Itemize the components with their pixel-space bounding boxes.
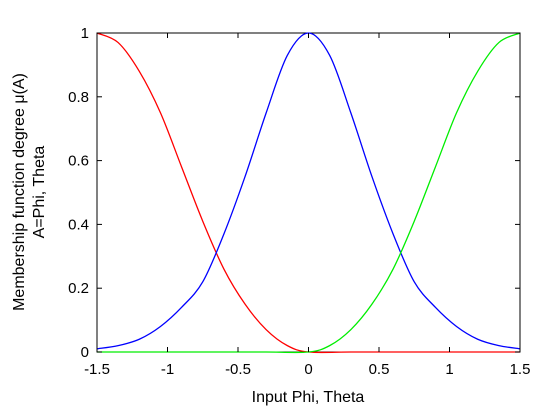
y-tick-label: 0.4 xyxy=(68,216,89,233)
tick-layer: -1.5 -1 -0.5 0 0.5 1 1.5 0 0.2 0.4 0.6 0.8 1 xyxy=(68,25,530,378)
y-tick-label: 1 xyxy=(81,25,89,42)
x-tick-label: -1 xyxy=(161,361,174,378)
series-green-line xyxy=(96,32,521,354)
x-tick-label: -0.5 xyxy=(225,361,251,378)
x-tick-label: -1.5 xyxy=(84,361,110,378)
x-axis-label: Input Phi, Theta xyxy=(252,389,365,406)
y-tick-label: 0.8 xyxy=(68,89,89,106)
y-tick-label: 0 xyxy=(81,344,89,361)
plot-area xyxy=(96,32,521,353)
x-tick-label: 1 xyxy=(445,361,453,378)
series-red-line xyxy=(96,32,520,354)
y-tick-label: 0.6 xyxy=(68,153,89,170)
x-tick-label: 0.5 xyxy=(369,361,390,378)
x-tick-label: 0 xyxy=(304,361,312,378)
y-tick-label: 0.2 xyxy=(68,280,89,297)
y-axis-label-line-2: A=Phi, Theta xyxy=(31,146,48,239)
x-tick-label: 1.5 xyxy=(510,361,531,378)
y-axis-label-line-1: Membership function degree μ(A) xyxy=(11,73,28,311)
